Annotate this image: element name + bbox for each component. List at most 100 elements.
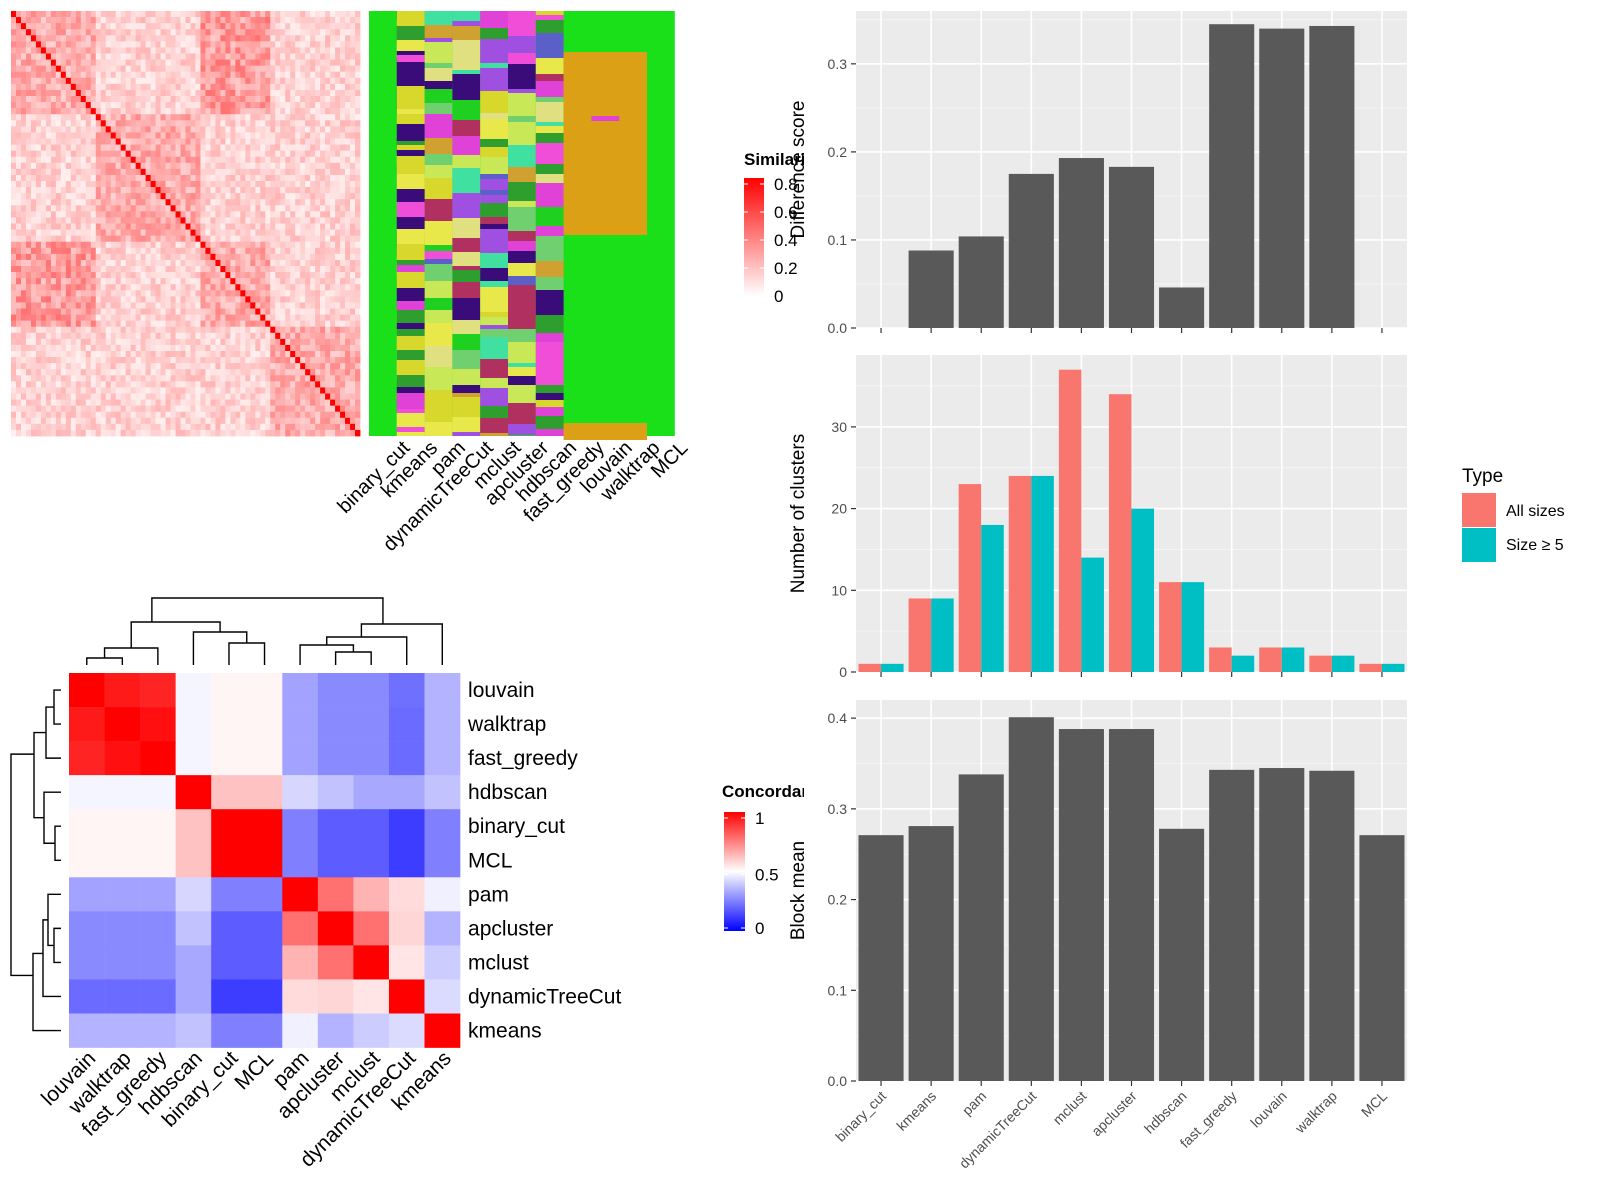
similarity-cell xyxy=(190,108,196,115)
similarity-cell xyxy=(160,41,166,48)
similarity-cell xyxy=(350,174,356,182)
similarity-cell xyxy=(55,429,62,437)
similarity-cell xyxy=(165,290,171,297)
similarity-cell xyxy=(15,199,22,206)
similarity-cell xyxy=(80,193,87,200)
similarity-cell xyxy=(90,253,97,261)
similarity-cell xyxy=(230,223,236,230)
similarity-cell xyxy=(315,199,321,206)
similarity-cell xyxy=(180,363,186,370)
similarity-cell xyxy=(200,156,206,164)
similarity-cell xyxy=(170,199,176,206)
similarity-cell xyxy=(145,423,151,431)
similarity-cell xyxy=(11,168,17,176)
similarity-cell xyxy=(265,35,271,42)
similarity-cell xyxy=(310,369,316,376)
similarity-cell xyxy=(55,272,62,279)
similarity-cell xyxy=(45,326,52,334)
similarity-cell xyxy=(265,351,271,358)
similarity-cell xyxy=(170,211,176,218)
similarity-cell xyxy=(190,102,196,109)
similarity-cell xyxy=(240,89,246,97)
annotation-cell xyxy=(424,25,453,38)
similarity-cell xyxy=(50,351,57,358)
similarity-cell xyxy=(70,375,77,382)
similarity-cell xyxy=(35,266,42,273)
similarity-cell xyxy=(265,369,271,376)
similarity-cell xyxy=(220,302,226,309)
similarity-cell xyxy=(35,399,42,407)
similarity-cell xyxy=(175,284,181,291)
similarity-cell xyxy=(245,211,251,218)
similarity-cell xyxy=(135,71,142,79)
similarity-cell xyxy=(165,102,171,109)
similarity-cell xyxy=(265,89,271,97)
similarity-cell xyxy=(340,344,346,352)
similarity-cell xyxy=(35,326,42,334)
similarity-cell xyxy=(240,59,246,67)
annotation-cell xyxy=(452,320,481,334)
similarity-cell xyxy=(170,308,176,315)
similarity-cell xyxy=(160,217,166,224)
similarity-cell xyxy=(165,411,171,419)
similarity-cell xyxy=(65,302,72,309)
similarity-cell xyxy=(11,278,17,285)
similarity-cell xyxy=(140,205,147,212)
similarity-cell xyxy=(305,302,311,309)
similarity-cell xyxy=(270,89,276,97)
similarity-cell xyxy=(180,156,186,164)
similarity-cell xyxy=(165,199,171,206)
annotation-cell xyxy=(452,168,481,193)
similarity-cell xyxy=(140,381,147,388)
similarity-cell xyxy=(160,35,166,42)
similarity-cell xyxy=(270,29,276,36)
similarity-cell xyxy=(240,247,246,255)
similarity-cell xyxy=(35,423,42,431)
similarity-cell xyxy=(270,211,276,218)
similarity-cell xyxy=(230,296,236,303)
similarity-cell xyxy=(60,205,67,212)
similarity-cell xyxy=(300,393,306,400)
similarity-cell xyxy=(255,108,261,115)
similarity-cell xyxy=(11,187,17,194)
similarity-cell xyxy=(70,187,77,194)
similarity-cell xyxy=(170,411,176,419)
similarity-cell xyxy=(40,223,47,230)
similarity-cell xyxy=(250,132,256,139)
similarity-cell xyxy=(200,351,206,358)
similarity-cell xyxy=(270,423,276,431)
similarity-cell xyxy=(270,138,276,145)
similarity-cell xyxy=(90,168,97,176)
similarity-cell xyxy=(350,96,356,103)
similarity-cell xyxy=(55,381,62,388)
similarity-cell xyxy=(25,17,32,24)
similarity-cell xyxy=(95,114,102,121)
similarity-cell xyxy=(350,89,356,97)
similarity-cell xyxy=(280,253,286,261)
similarity-cell xyxy=(245,17,251,24)
similarity-cell xyxy=(320,47,326,54)
similarity-cell xyxy=(25,344,32,352)
similarity-cell xyxy=(105,326,112,334)
similarity-cell xyxy=(340,429,346,437)
similarity-cell xyxy=(135,144,142,152)
similarity-cell xyxy=(230,205,236,212)
similarity-cell xyxy=(55,326,62,334)
similarity-cell xyxy=(135,278,142,285)
similarity-cell xyxy=(215,266,221,273)
similarity-cell xyxy=(165,284,171,291)
similarity-cell xyxy=(80,144,87,152)
similarity-cell xyxy=(120,326,127,334)
similarity-cell xyxy=(35,332,42,340)
similarity-cell xyxy=(55,223,62,230)
similarity-cell xyxy=(50,296,57,303)
similarity-cell xyxy=(45,23,52,30)
similarity-cell xyxy=(100,162,107,170)
similarity-cell xyxy=(170,344,176,352)
similarity-cell xyxy=(175,102,181,109)
similarity-cell xyxy=(50,144,57,152)
similarity-cell xyxy=(220,387,226,394)
similarity-cell xyxy=(275,229,281,237)
similarity-cell xyxy=(340,11,346,18)
similarity-cell xyxy=(35,53,42,60)
